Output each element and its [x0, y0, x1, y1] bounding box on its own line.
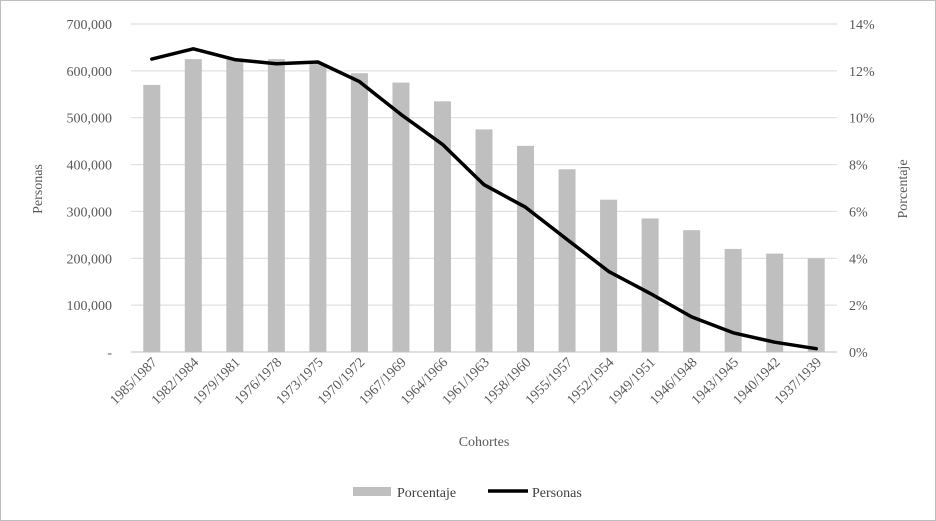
- legend-label-porcentaje: Porcentaje: [397, 486, 456, 501]
- line-series-personas: [150, 47, 818, 351]
- bar: [392, 82, 410, 353]
- y-tick-label-right: 14%: [849, 18, 875, 33]
- bar: [433, 101, 451, 352]
- bar: [350, 73, 368, 352]
- right-axis-ticks: 0% 2% 4% 6% 8% 10% 12% 14%: [849, 18, 875, 361]
- bar: [309, 63, 327, 352]
- legend-label-personas: Personas: [532, 486, 582, 501]
- y-tick-label-right: 2%: [849, 299, 868, 314]
- bar: [226, 59, 244, 353]
- y-tick-label-right: 4%: [849, 252, 868, 267]
- left-axis-ticks: - 100,000 200,000 300,000 400,000 500,000 600,…: [67, 18, 113, 361]
- y-tick-label-right: 12%: [849, 65, 875, 80]
- y-tick-label-left: 400,000: [67, 159, 113, 174]
- bar-series-porcentaje: [143, 59, 825, 353]
- y-tick-label-left: 200,000: [67, 252, 113, 267]
- y-tick-label-right: 8%: [849, 159, 868, 174]
- bar: [766, 253, 784, 352]
- x-axis-title: Cohortes: [459, 435, 510, 450]
- bar: [475, 129, 493, 352]
- y-tick-label-left: 700,000: [67, 18, 113, 33]
- y-tick-label-left: -: [107, 346, 112, 361]
- legend: Porcentaje Personas: [353, 486, 582, 501]
- x-axis-ticks: 1985/19871982/19841979/19811976/19781973…: [108, 355, 825, 408]
- y-tick-label-left: 300,000: [67, 205, 113, 220]
- bar: [184, 59, 202, 353]
- y-tick-label-left: 500,000: [67, 112, 113, 127]
- y-tick-label-left: 100,000: [67, 299, 113, 314]
- legend-swatch-porcentaje: [353, 487, 391, 496]
- bar: [143, 84, 161, 353]
- bar: [517, 145, 535, 352]
- y-tick-label-right: 10%: [849, 112, 875, 127]
- bar: [267, 59, 285, 353]
- bar: [558, 169, 576, 352]
- bar: [807, 258, 825, 352]
- series-line-personas: [150, 47, 818, 351]
- bar: [600, 199, 618, 352]
- y-tick-label-right: 0%: [849, 346, 868, 361]
- y-axis-title-right: Porcentaje: [896, 159, 911, 218]
- bar: [724, 248, 742, 352]
- y-axis-title-left: Personas: [31, 164, 46, 214]
- y-tick-label-right: 6%: [849, 205, 868, 220]
- bar: [683, 230, 701, 352]
- y-tick-label-left: 600,000: [67, 65, 113, 80]
- bar: [641, 218, 659, 352]
